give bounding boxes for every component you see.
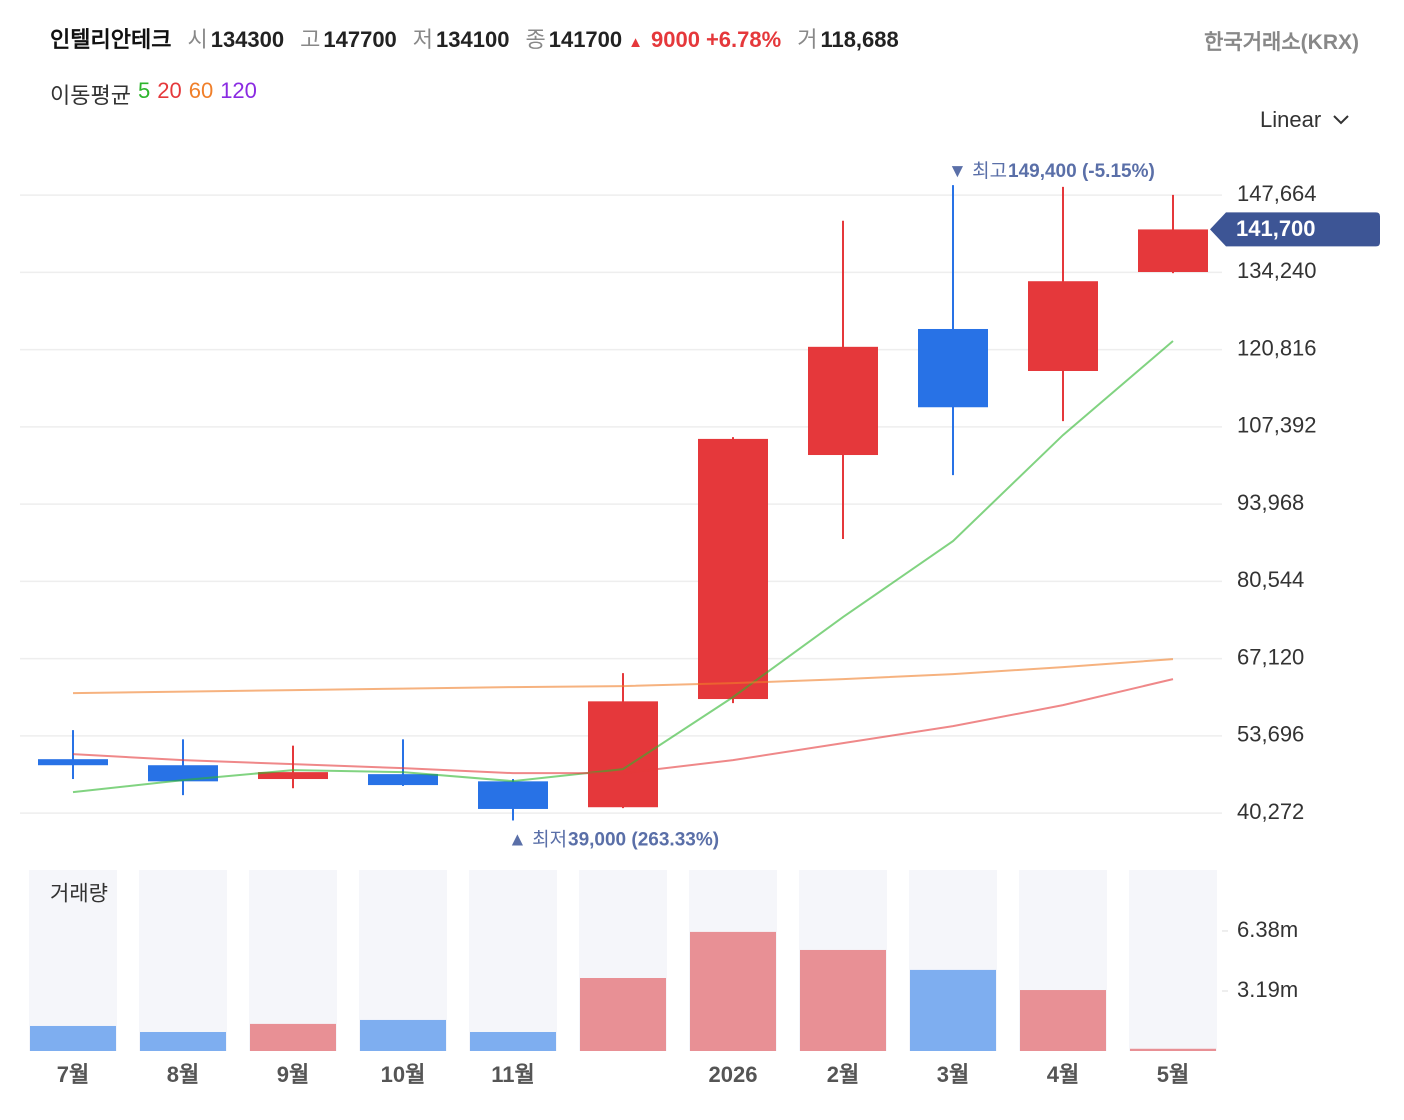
volume-bar (910, 969, 996, 1051)
min-prefix: ▲ 최저 (508, 828, 567, 850)
candle-body (1028, 281, 1098, 371)
ma-legend-item: 5 (137, 78, 151, 103)
ma-line (72, 658, 1174, 695)
volume-bar (1020, 990, 1106, 1051)
volume-column (799, 870, 887, 1051)
y-tick-label: 80,544 (1237, 567, 1304, 592)
max-prefix: ▼ 최고 (948, 160, 1007, 182)
volume-bar (30, 1025, 116, 1051)
y-tick-label: 40,272 (1237, 799, 1304, 824)
candle-body (1138, 229, 1208, 273)
y-tick-label: 107,392 (1237, 413, 1317, 438)
candle-body (918, 328, 988, 408)
label: 종 (525, 27, 546, 52)
volume-column (139, 870, 227, 1051)
ma-legend-item: 120 (220, 78, 257, 103)
volume-column (249, 870, 337, 1051)
ma-line (72, 678, 1174, 775)
volume-column (469, 870, 557, 1051)
value: 134100 (436, 27, 510, 52)
ma-label: 이동평균 (50, 83, 131, 108)
x-tick-label: 2026 (709, 1062, 758, 1087)
y-tick-label: 147,664 (1237, 181, 1317, 206)
volume-column (579, 870, 667, 1051)
volume-column (1129, 870, 1217, 1051)
label: 고 (300, 27, 321, 52)
change: 9000 (651, 27, 700, 52)
volume-column (689, 870, 777, 1051)
ma-legend-item: 20 (157, 78, 182, 103)
volume-bar (800, 949, 886, 1051)
label: 시 (187, 27, 208, 52)
x-tick-label: 9월 (277, 1062, 309, 1087)
min-label: 39,000 (263.33%) (568, 829, 719, 850)
exchange: 한국거래소(KRX) (1204, 31, 1359, 54)
candle-body (478, 781, 548, 809)
candle-body (368, 774, 438, 786)
volume-bar (690, 931, 776, 1051)
x-tick-label: 11월 (491, 1062, 535, 1087)
candle-body (698, 438, 768, 700)
volume-bar (470, 1031, 556, 1051)
x-tick-label: 10월 (381, 1062, 426, 1087)
scale-label: Linear (1260, 107, 1322, 132)
y-tick-label: 67,120 (1237, 644, 1304, 669)
scale-select[interactable]: Linear (1260, 107, 1351, 133)
candle-body (148, 765, 218, 782)
x-tick-label: 4월 (1047, 1062, 1079, 1087)
candle-body (38, 759, 108, 766)
volume-column (29, 870, 117, 1051)
volume-bar (580, 977, 666, 1051)
volume-column (909, 870, 997, 1051)
x-tick-label: 2월 (827, 1062, 859, 1087)
y-tick-label: 93,968 (1237, 490, 1304, 515)
candle-body (808, 346, 878, 456)
max-label: 149,400 (-5.15%) (1008, 161, 1155, 182)
x-tick-label: 3월 (937, 1062, 969, 1087)
value: 118,688 (820, 27, 899, 52)
label: 거 (797, 27, 818, 52)
price-tag (1210, 212, 1380, 247)
value: 141700 (548, 27, 623, 52)
volume-tick-label: 3.19m (1237, 977, 1298, 1002)
header: 인텔리안테크 시 134300 고 147700 저 134100 종 141700 ▲… (50, 22, 899, 54)
y-tick-label: 120,816 (1237, 335, 1317, 360)
ma-line (72, 340, 1174, 794)
volume-bar (1130, 1048, 1216, 1051)
volume-bar (140, 1031, 226, 1051)
candle-body (258, 772, 328, 780)
ma-legend-item: 60 (188, 78, 214, 103)
value: 134300 (210, 27, 285, 52)
volume-title: 거래량 (50, 883, 108, 906)
change-pct: +6.78% (705, 27, 782, 52)
ma-legend: 이동평균 5 20 60 120 (50, 78, 257, 110)
x-tick-label: 5월 (1157, 1062, 1189, 1087)
y-tick-label: 134,240 (1237, 258, 1317, 283)
y-tick-label: 53,696 (1237, 722, 1304, 747)
x-tick-label: 8월 (167, 1062, 199, 1087)
value: 147700 (323, 27, 397, 52)
chevron (1333, 115, 1349, 125)
label: 저 (412, 27, 434, 52)
volume-bar (360, 1019, 446, 1051)
volume-column (1019, 870, 1107, 1051)
price-tag-label: 141,700 (1236, 216, 1316, 241)
change-arrow: ▲ (628, 34, 643, 51)
candle-body (588, 701, 658, 808)
volume-bar (250, 1023, 336, 1051)
stock-name: 인텔리안테크 (50, 27, 172, 52)
x-tick-label: 7월 (57, 1062, 89, 1087)
volume-tick-label: 6.38m (1237, 917, 1298, 942)
volume-column (359, 870, 447, 1051)
